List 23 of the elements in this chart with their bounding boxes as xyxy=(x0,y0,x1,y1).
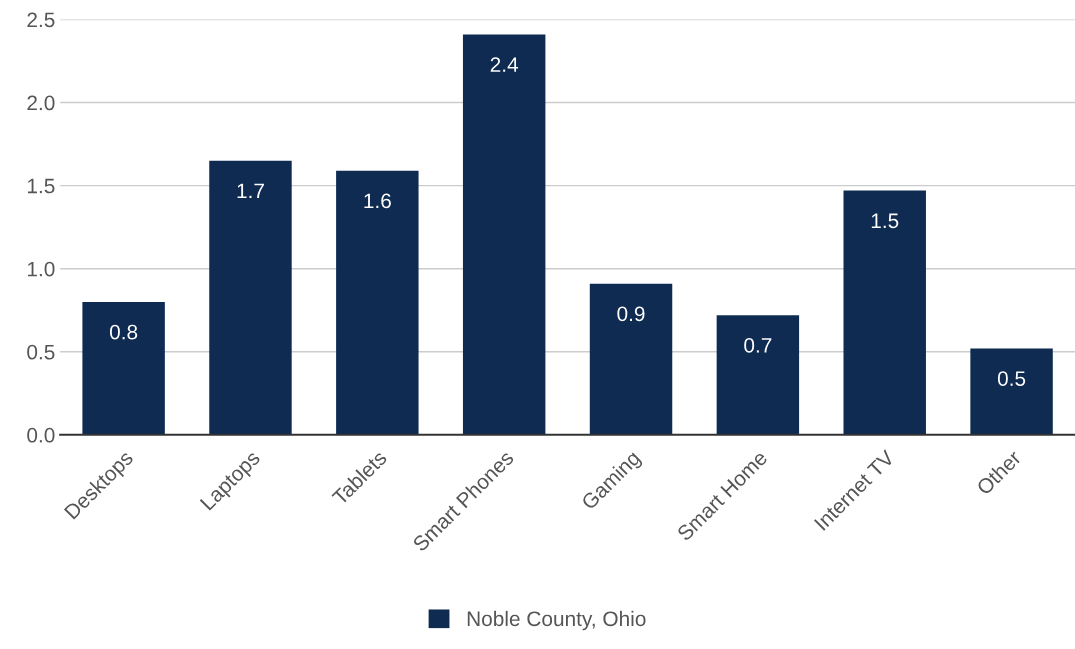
bar xyxy=(462,34,546,435)
data-label: 1.5 xyxy=(871,213,899,229)
y-tick-label: 0.0 xyxy=(27,427,55,443)
data-label: 0.8 xyxy=(109,324,138,340)
legend-label: Noble County, Ohio xyxy=(467,610,646,631)
y-tick-label: 2.0 xyxy=(27,95,55,111)
data-label: 0.5 xyxy=(997,371,1026,386)
y-tick-label: 0.5 xyxy=(27,344,55,360)
y-tick-label: 2.5 xyxy=(27,12,55,28)
bar xyxy=(716,315,800,435)
data-label: 0.7 xyxy=(744,338,772,353)
bar xyxy=(82,301,165,435)
data-label: 2.4 xyxy=(490,57,519,72)
y-tick-label: 1.0 xyxy=(27,261,55,277)
bar xyxy=(843,190,926,435)
data-label: 1.6 xyxy=(364,193,391,209)
bar xyxy=(970,348,1053,435)
data-label: 1.7 xyxy=(237,183,264,199)
data-label: 0.9 xyxy=(617,306,645,322)
bar xyxy=(589,283,673,435)
bar xyxy=(336,170,419,435)
bar xyxy=(209,160,292,435)
y-tick-label: 1.5 xyxy=(27,178,55,194)
